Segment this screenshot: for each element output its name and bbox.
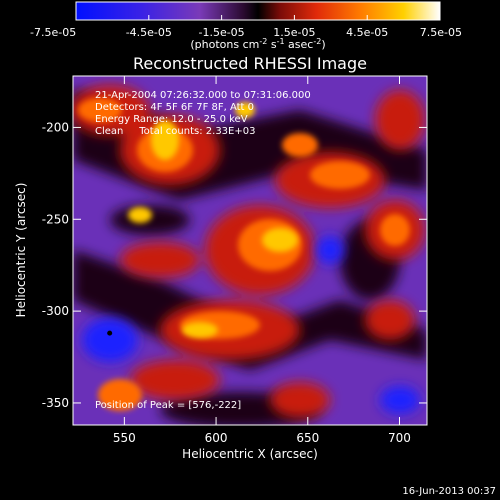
annotation-line: Clean Total counts: 2.33E+03 [95,126,255,137]
colorbar-tick-label: 1.5e-05 [273,26,315,39]
peak-position-label: Position of Peak = [576,-222] [95,400,241,411]
x-axis-label: Heliocentric X (arcsec) [182,447,318,461]
colorbar-ticks: -7.5e-05 -4.5e-05 -1.5e-05 1.5e-05 4.5e-05 7.… [30,15,462,39]
annotation-line: 21-Apr-2004 07:26:32.000 to 07:31:06.000 [95,90,311,101]
colorbar: -7.5e-05 -4.5e-05 -1.5e-05 1.5e-05 4.5e-05 7.… [30,1,462,51]
y-tick-label: -350 [42,396,69,410]
x-tick-label: 550 [113,431,136,445]
plot-frame [72,75,428,426]
colorbar-tick-label: 7.5e-05 [420,26,462,39]
y-tick-label: -200 [42,120,69,134]
x-axis: 550 600 650 700 [113,76,411,445]
y-axis: -200 -250 -300 -350 [42,120,427,410]
y-tick-label: -250 [42,212,69,226]
annotation-line: Detectors: 4F 5F 6F 7F 8F, Att 0 [95,102,254,113]
y-axis-label: Heliocentric Y (arcsec) [14,183,28,318]
colorbar-tick-label: -1.5e-05 [198,26,244,39]
annotation-block: 21-Apr-2004 07:26:32.000 to 07:31:06.000… [95,90,311,137]
footer-date: 16-Jun-2013 00:37 [402,486,496,497]
colorbar-gradient [75,1,441,21]
colorbar-tick-label: -7.5e-05 [30,26,76,39]
colorbar-tick-label: -4.5e-05 [126,26,172,39]
annotation-line: Energy Range: 12.0 - 25.0 keV [95,114,248,125]
x-tick-label: 600 [205,431,228,445]
plot-image [73,76,427,425]
x-tick-label: 700 [388,431,411,445]
chart-title: Reconstructed RHESSI Image [133,54,367,73]
colorbar-units: (photons cm-2 s-1 asec-2) [190,37,325,51]
colorbar-tick-label: 4.5e-05 [346,26,388,39]
marker-dot [107,330,113,336]
x-tick-label: 650 [296,431,319,445]
y-tick-label: -300 [42,304,69,318]
